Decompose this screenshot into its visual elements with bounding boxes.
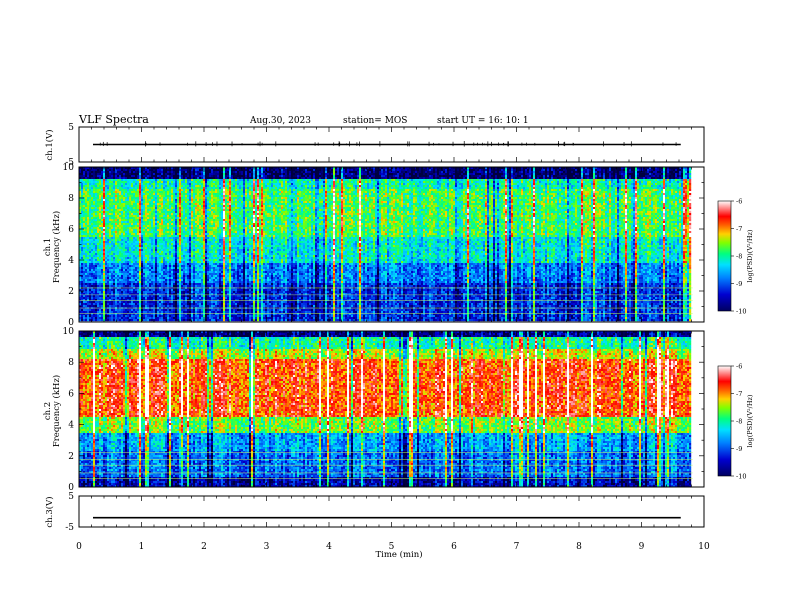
y-tick-label: 5 — [68, 123, 74, 133]
y-tick-label: -5 — [65, 523, 74, 533]
y-tick-label: 4 — [68, 256, 74, 266]
ch3-voltage-ylabel: ch.3(V) — [44, 496, 55, 527]
ch2-colorbar: -6 -7 -8 -9 -10 — [717, 363, 746, 481]
station-label: station= MOS — [343, 116, 407, 126]
y-tick-label: 6 — [68, 225, 74, 235]
date-label: Aug.30, 2023 — [249, 116, 311, 126]
ch1-voltage-ylabel: ch.1(V) — [44, 129, 55, 160]
x-tick-label: 6 — [451, 542, 457, 552]
start-time-label: start UT = 16: 10: 1 — [437, 116, 529, 126]
colorbar-tick-label: -9 — [736, 445, 742, 453]
y-tick-label: 5 — [68, 492, 74, 502]
ch1-voltage-panel: 5 -5 — [65, 123, 705, 168]
ch3-voltage-panel: 5 -50 1 2 3 4 5 6 7 8 9 10 — [65, 492, 710, 552]
colorbar-tick-label: -6 — [736, 363, 742, 371]
ch1-colorbar: -6 -7 -8 -9 -10 — [717, 198, 746, 316]
x-tick-label: 5 — [389, 542, 395, 552]
colorbar-tick-label: -8 — [736, 418, 742, 426]
y-tick-label: 10 — [63, 163, 75, 173]
colorbar-tick-label: -10 — [736, 308, 746, 316]
x-tick-label: 0 — [76, 542, 82, 552]
x-tick-label: 7 — [514, 542, 520, 552]
x-tick-label: 8 — [576, 542, 582, 552]
spectrogram-cells — [79, 331, 692, 488]
colorbar-tick-label: -7 — [736, 225, 742, 233]
x-tick-label: 1 — [139, 542, 145, 552]
ch2-spectrogram-ylabel: ch.2 — [43, 402, 53, 420]
y-tick-label: 2 — [68, 452, 74, 462]
y-tick-label: 0 — [68, 483, 74, 493]
ch2-frequency-ylabel: Frequency (kHz) — [51, 375, 62, 447]
y-tick-label: 8 — [68, 194, 74, 204]
ch1-spectrogram-panel: 0 2 4 6 8 10 — [63, 163, 705, 328]
y-tick-label: 8 — [68, 358, 74, 368]
colorbar-tick-label: -10 — [736, 473, 746, 481]
ch2-spectrogram-panel: 0 2 4 6 8 10 — [63, 327, 705, 493]
colorbar-tick-label: -7 — [736, 390, 742, 398]
x-tick-label: 2 — [201, 542, 207, 552]
x-tick-label: 9 — [639, 542, 645, 552]
colorbar-tick-label: -6 — [736, 198, 742, 206]
y-tick-label: 0 — [68, 318, 74, 328]
colorbar-tick-label: -9 — [736, 280, 742, 288]
x-tick-label: 4 — [326, 542, 332, 552]
time-xlabel: Time (min) — [375, 549, 422, 560]
y-tick-label: 6 — [68, 389, 74, 399]
ch2-colorbar-label: log(PSD)(V²/Hz) — [746, 394, 754, 447]
x-tick-label: 10 — [698, 542, 710, 552]
ch1-frequency-ylabel: Frequency (kHz) — [51, 211, 62, 283]
ch1-spectrogram-ylabel: ch.1 — [43, 238, 53, 256]
y-tick-label: 4 — [68, 421, 74, 431]
figure-title: VLF Spectra — [78, 113, 149, 126]
y-tick-label: 10 — [63, 327, 75, 337]
y-tick-label: -5 — [65, 158, 74, 168]
y-tick-label: 2 — [68, 287, 74, 297]
x-tick-label: 3 — [264, 542, 270, 552]
ch1-colorbar-label: log(PSD)(V²/Hz) — [746, 229, 754, 282]
spectrogram-cells — [79, 167, 692, 322]
colorbar-tick-label: -8 — [736, 253, 742, 261]
